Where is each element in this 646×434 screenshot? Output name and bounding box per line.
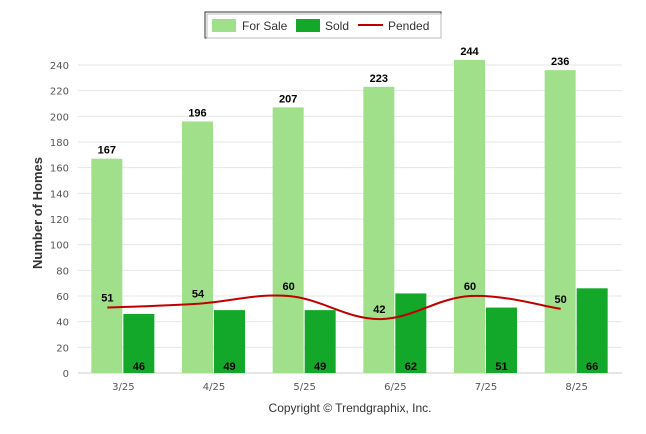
bar-for-sale-5/25	[272, 107, 304, 373]
y-tick-label-20: 20	[56, 343, 69, 354]
bar-sold-3/25	[123, 313, 155, 373]
x-axis-ticks: 3/25 4/25 5/25 6/25 7/25 8/25	[112, 382, 588, 393]
copyright-text: Copyright © Trendgraphix, Inc.	[269, 401, 432, 415]
bar-sold-5/25	[304, 310, 336, 373]
label-sold-4/25: 49	[223, 361, 235, 373]
y-tick-label-80: 80	[56, 266, 69, 277]
bar-sold-7/25	[486, 307, 517, 373]
x-tick-label-7/25: 7/25	[475, 382, 497, 393]
y-axis-ticks: 0 20 40 60 80 100 120 140 160 180 200 220 240	[50, 61, 69, 380]
x-tick-label-3/25: 3/25	[112, 382, 134, 393]
pended-line-group	[107, 294, 561, 321]
legend-label-sold: Sold	[325, 19, 349, 33]
y-tick-label-40: 40	[56, 318, 69, 329]
y-tick-label-140: 140	[50, 189, 69, 200]
label-for-sale-5/25: 207	[279, 93, 297, 105]
bar-sold-8/25	[576, 288, 608, 373]
x-tick-label-8/25: 8/25	[565, 382, 587, 393]
label-pended-8/25: 50	[555, 294, 567, 306]
y-tick-label-100: 100	[50, 241, 69, 252]
bar-for-sale-6/25	[363, 86, 395, 374]
label-pended-3/25: 51	[101, 293, 113, 305]
data-labels: 167 46 196 49 207 49 223 62 244 51 236 66 51 54 60 42 60…	[98, 46, 599, 373]
label-pended-7/25: 60	[464, 281, 476, 293]
legend[interactable]: For Sale Sold Pended	[204, 11, 442, 39]
y-tick-label-180: 180	[50, 138, 69, 149]
legend-swatch-for-sale	[212, 19, 236, 32]
bars	[91, 59, 608, 374]
bar-for-sale-3/25	[91, 158, 123, 373]
y-tick-label-200: 200	[50, 112, 69, 123]
label-for-sale-4/25: 196	[188, 107, 206, 119]
label-pended-6/25: 42	[373, 304, 385, 316]
bar-sold-4/25	[214, 310, 245, 373]
label-pended-5/25: 60	[283, 281, 295, 293]
x-tick-label-5/25: 5/25	[293, 382, 315, 393]
y-axis-label: Number of Homes	[30, 157, 45, 269]
bar-for-sale-7/25	[454, 59, 485, 373]
bar-sold-6/25	[395, 293, 427, 373]
x-tick-label-6/25: 6/25	[384, 382, 406, 393]
y-tick-label-60: 60	[56, 292, 69, 303]
y-tick-label-220: 220	[50, 87, 69, 98]
y-tick-label-0: 0	[63, 369, 69, 380]
label-sold-6/25: 62	[405, 361, 417, 373]
label-sold-8/25: 66	[586, 361, 598, 373]
legend-swatch-sold	[296, 19, 320, 32]
label-pended-4/25: 54	[192, 289, 205, 301]
y-tick-label-120: 120	[50, 215, 69, 226]
legend-label-pended: Pended	[388, 19, 429, 33]
label-sold-3/25: 46	[133, 361, 145, 373]
label-sold-7/25: 51	[495, 361, 507, 373]
label-for-sale-7/25: 244	[460, 46, 479, 58]
bar-for-sale-4/25	[182, 121, 213, 373]
y-tick-label-240: 240	[50, 61, 69, 72]
x-tick-label-4/25: 4/25	[203, 382, 225, 393]
label-for-sale-8/25: 236	[551, 56, 569, 68]
y-tick-label-160: 160	[50, 164, 69, 175]
grid	[78, 64, 622, 374]
label-for-sale-3/25: 167	[98, 145, 116, 157]
legend-label-for-sale: For Sale	[242, 19, 288, 33]
label-sold-5/25: 49	[314, 361, 326, 373]
pended-line	[107, 294, 561, 321]
label-for-sale-6/25: 223	[370, 73, 388, 85]
bar-for-sale-8/25	[544, 70, 576, 373]
